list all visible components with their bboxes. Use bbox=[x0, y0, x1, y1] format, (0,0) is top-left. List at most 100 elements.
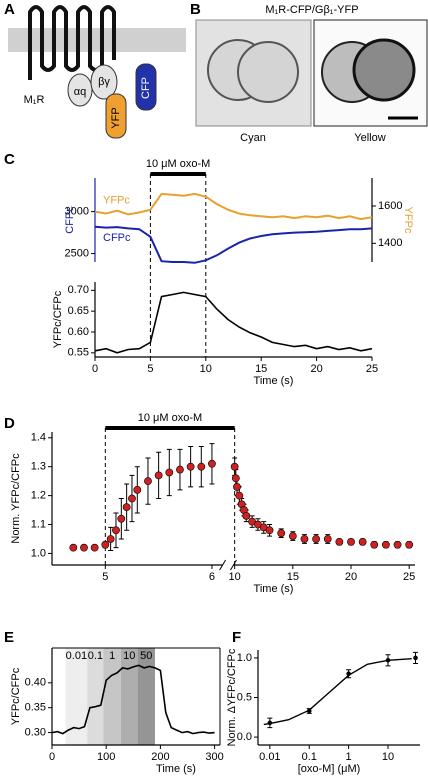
yfp-label: YFP bbox=[110, 107, 122, 128]
x-tick-label: 5 bbox=[102, 571, 108, 583]
y-tick-label: 1.2 bbox=[31, 490, 46, 502]
cfp-cylinder bbox=[135, 63, 157, 111]
y-tick-label: 1.0 bbox=[31, 547, 46, 559]
x-axis-label: [oxo-M] (μM) bbox=[298, 763, 361, 775]
y-tick-label: 3000 bbox=[65, 206, 89, 218]
cell bbox=[237, 41, 299, 103]
x-tick-label: 10 bbox=[200, 363, 212, 375]
x-tick-label: 1 bbox=[346, 751, 352, 763]
y-tick-label: 1.3 bbox=[31, 461, 46, 473]
data-point bbox=[346, 671, 351, 677]
band-label: 50 bbox=[140, 650, 152, 662]
beta-gamma-subunit bbox=[90, 64, 118, 100]
y-axis-label: Norm. YFPc/CFPc bbox=[10, 453, 22, 544]
panel-label: B bbox=[190, 1, 201, 18]
data-point bbox=[235, 491, 244, 500]
x-axis-label: Time (s) bbox=[254, 375, 294, 387]
data-point bbox=[242, 511, 251, 520]
yfp-cylinder bbox=[105, 93, 127, 139]
data-point bbox=[144, 477, 152, 486]
data-point bbox=[117, 514, 126, 523]
data-point bbox=[106, 535, 115, 543]
x-axis-label: Time (s) bbox=[156, 763, 196, 775]
band-label: 10 bbox=[123, 650, 135, 662]
series-label: CFPc bbox=[103, 232, 131, 244]
data-point bbox=[405, 540, 414, 549]
series-line bbox=[51, 664, 215, 735]
beta-gamma-label: βγ bbox=[98, 76, 110, 88]
x-tick-label: 200 bbox=[151, 751, 169, 763]
data-point bbox=[277, 529, 286, 538]
data-point bbox=[300, 535, 309, 543]
axis-break bbox=[219, 559, 227, 571]
band-label: 0.1 bbox=[88, 650, 103, 662]
y-tick-label: 0.70 bbox=[68, 284, 89, 296]
data-point bbox=[128, 494, 136, 503]
data-point bbox=[69, 543, 78, 552]
y2-tick-label: 1600 bbox=[378, 200, 402, 212]
y-tick-label: 0.35 bbox=[25, 702, 46, 714]
concentration-band bbox=[103, 648, 121, 745]
y2-axis-label: YFPc bbox=[402, 207, 414, 234]
data-point bbox=[101, 540, 110, 549]
annotation: 10 μM oxo-M bbox=[146, 158, 210, 170]
data-point bbox=[176, 465, 184, 474]
annotation: 10 μM oxo-M bbox=[138, 412, 202, 424]
x-tick-label: 10 bbox=[382, 751, 394, 763]
data-point bbox=[267, 720, 273, 726]
x-tick-label: 6 bbox=[209, 571, 215, 583]
membrane bbox=[8, 28, 186, 52]
data-point bbox=[382, 540, 390, 549]
concentration-band bbox=[137, 648, 155, 745]
band-label: 1 bbox=[109, 650, 115, 662]
image-title: M₁R-CFP/Gβ₁-YFP bbox=[265, 4, 358, 16]
data-point bbox=[165, 468, 174, 477]
data-point bbox=[90, 543, 99, 552]
concentration-band bbox=[120, 648, 138, 745]
image-label: Cyan bbox=[240, 132, 266, 144]
x-tick-label: 0.01 bbox=[259, 751, 280, 763]
data-point bbox=[208, 459, 216, 468]
x-tick-label: 5 bbox=[147, 363, 153, 375]
data-point bbox=[133, 485, 142, 494]
x-tick-label: 0.1 bbox=[302, 751, 317, 763]
alpha-label: αq bbox=[74, 86, 86, 98]
x-tick-label: 300 bbox=[205, 751, 223, 763]
y-axis-label: Norm. ΔYFPc/CFPc bbox=[226, 648, 238, 746]
fit-curve bbox=[263, 658, 412, 726]
image-label: Yellow bbox=[354, 132, 385, 144]
data-point bbox=[312, 535, 321, 543]
data-point bbox=[80, 543, 88, 552]
band-label: 0.01 bbox=[66, 650, 87, 662]
cell bbox=[352, 38, 416, 102]
panel-label: F bbox=[232, 629, 241, 646]
x-tick-label: 15 bbox=[255, 363, 267, 375]
y-tick-label: 1.0 bbox=[237, 652, 252, 664]
data-point bbox=[413, 655, 418, 661]
x-tick-label: 15 bbox=[287, 571, 299, 583]
x-tick-label: 100 bbox=[97, 751, 115, 763]
y-axis-label: YFPc/CFPc bbox=[10, 667, 22, 725]
data-point bbox=[358, 537, 367, 546]
x-tick-label: 25 bbox=[403, 571, 415, 583]
panel-label: E bbox=[4, 629, 14, 646]
data-point bbox=[370, 540, 379, 549]
data-point bbox=[323, 535, 332, 543]
y-tick-label: 0.40 bbox=[25, 677, 46, 689]
panel-label: D bbox=[4, 415, 15, 432]
data-point bbox=[393, 540, 402, 549]
y-axis-label: CFPc bbox=[64, 206, 76, 234]
data-point bbox=[230, 462, 239, 471]
concentration-band bbox=[87, 648, 104, 745]
data-point bbox=[122, 503, 131, 512]
data-point bbox=[112, 526, 120, 535]
data-point bbox=[265, 526, 274, 535]
axis-break bbox=[230, 559, 237, 571]
data-point bbox=[231, 474, 240, 483]
data-point bbox=[347, 537, 355, 546]
data-point bbox=[306, 708, 312, 714]
series-line bbox=[94, 291, 373, 354]
series-label: YFPc bbox=[103, 195, 130, 207]
data-point bbox=[233, 483, 241, 491]
